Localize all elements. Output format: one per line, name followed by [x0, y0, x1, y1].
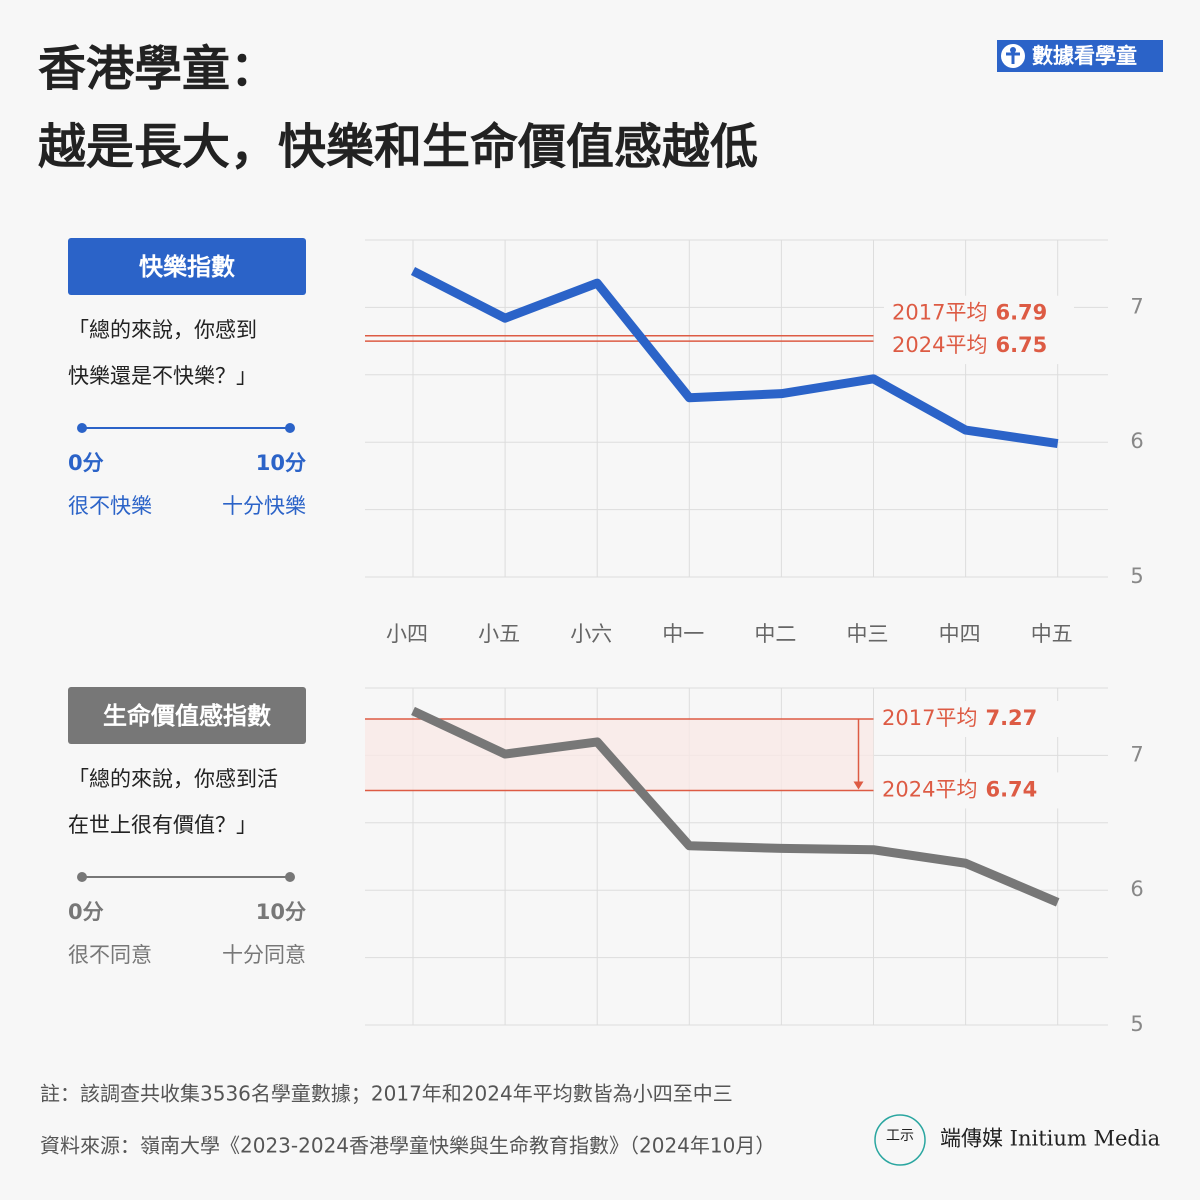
- index-title: 快樂指數: [139, 253, 235, 281]
- reference-label-text: 2024平均: [892, 333, 987, 357]
- reference-arrowhead: [853, 781, 864, 790]
- reference-label-bg: [884, 328, 1074, 365]
- question: 在世上很有價值？」: [68, 813, 257, 837]
- scale-dot: [77, 872, 87, 882]
- reference-value: 6.75: [995, 333, 1047, 357]
- brand-icon: [1006, 52, 1020, 64]
- series-line: [411, 706, 1060, 907]
- question: 「總的來說，你感到: [68, 318, 257, 342]
- publisher: 端傳媒 Initium Media: [940, 1127, 1160, 1151]
- scale-min: 0分: [68, 451, 104, 475]
- reference-label: 2017平均 7.27: [882, 706, 1037, 730]
- x-tick-label: 中三: [847, 622, 889, 646]
- scale-dot: [285, 872, 295, 882]
- y-tick-label: 6: [1130, 429, 1143, 453]
- title: 越是長大，快樂和生命價值感越低: [38, 119, 758, 175]
- logo-mark: ⼯⽰: [886, 1128, 914, 1144]
- y-tick-label: 7: [1130, 294, 1143, 318]
- scale-max-desc: 十分快樂: [222, 494, 306, 518]
- index-badge: [68, 687, 306, 744]
- logo: [874, 1114, 926, 1166]
- x-tick-label: 小六: [570, 622, 612, 646]
- x-tick-label: 中二: [754, 622, 796, 646]
- reference-value: 6.74: [985, 777, 1037, 801]
- question: 「總的來說，你感到活: [68, 767, 278, 791]
- reference-label: 2024平均 6.74: [882, 777, 1037, 801]
- reference-label-bg: [874, 701, 1064, 738]
- x-tick-label: 中一: [662, 622, 704, 646]
- y-tick-label: 7: [1130, 742, 1143, 766]
- y-tick-label: 6: [1130, 877, 1143, 901]
- x-tick-label: 小四: [386, 622, 428, 646]
- scale-min-desc: 很不同意: [68, 943, 152, 967]
- question: 快樂還是不快樂？」: [68, 364, 257, 388]
- x-tick-label: 中四: [939, 622, 981, 646]
- series-line: [410, 266, 1059, 449]
- scale-dot: [77, 423, 87, 433]
- brand-icon: [1010, 47, 1016, 53]
- brand: 數據看學童: [1032, 44, 1137, 68]
- index-badge: [68, 238, 306, 295]
- reference-label: 2017平均 6.79: [892, 301, 1047, 325]
- reference-label-text: 2017平均: [882, 706, 977, 730]
- scale-max-desc: 十分同意: [222, 943, 306, 967]
- source: 資料來源：嶺南大學《2023-2024香港學童快樂與生命教育指數》（2024年1…: [40, 1134, 775, 1158]
- scale-max: 10分: [256, 900, 306, 924]
- note: 註：該調查共收集3536名學童數據；2017年和2024年平均數皆為小四至中三: [40, 1082, 733, 1106]
- x-tick-label: 小五: [478, 622, 520, 646]
- scale-max: 10分: [256, 451, 306, 475]
- reference-label-text: 2024平均: [882, 777, 977, 801]
- scale-dot: [285, 423, 295, 433]
- scale-min-desc: 很不快樂: [68, 494, 152, 518]
- reference-value: 7.27: [985, 706, 1037, 730]
- y-tick-label: 5: [1130, 564, 1143, 588]
- y-tick-label: 5: [1130, 1012, 1143, 1036]
- scale-min: 0分: [68, 900, 104, 924]
- title: 香港學童：: [38, 41, 278, 97]
- reference-band: [365, 719, 874, 791]
- reference-label-bg: [884, 295, 1074, 332]
- index-title: 生命價值感指數: [103, 702, 271, 730]
- reference-label-bg: [874, 772, 1064, 809]
- reference-value: 6.79: [995, 301, 1047, 325]
- reference-label: 2024平均 6.75: [892, 333, 1047, 357]
- reference-label-text: 2017平均: [892, 301, 987, 325]
- x-tick-label: 中五: [1031, 622, 1073, 646]
